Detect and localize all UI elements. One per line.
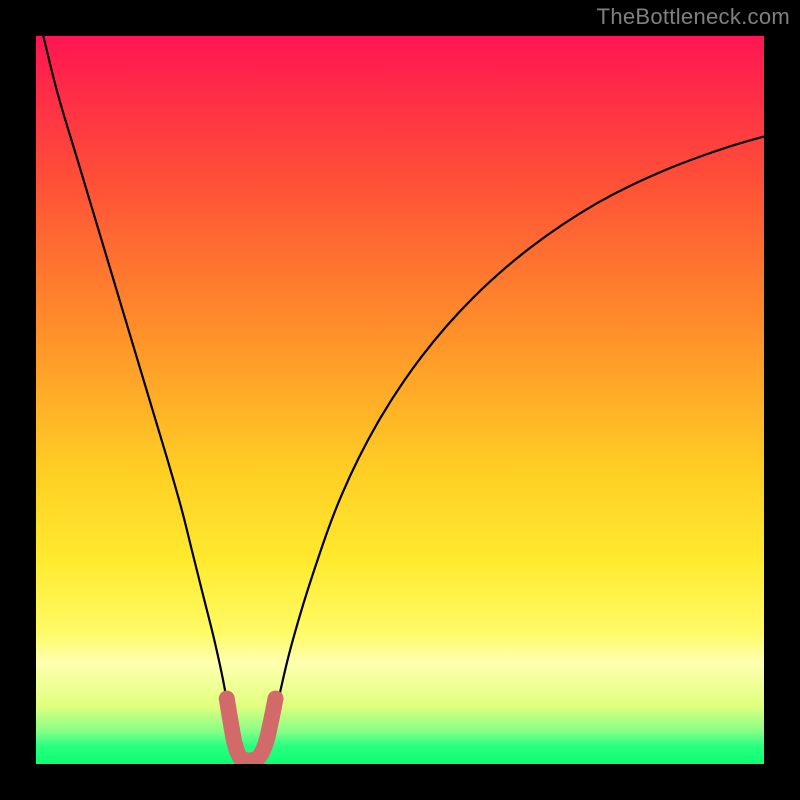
watermark-text: TheBottleneck.com bbox=[597, 4, 790, 30]
plot-background bbox=[36, 36, 764, 764]
chart-container: TheBottleneck.com bbox=[0, 0, 800, 800]
bottleneck-chart bbox=[36, 36, 764, 764]
